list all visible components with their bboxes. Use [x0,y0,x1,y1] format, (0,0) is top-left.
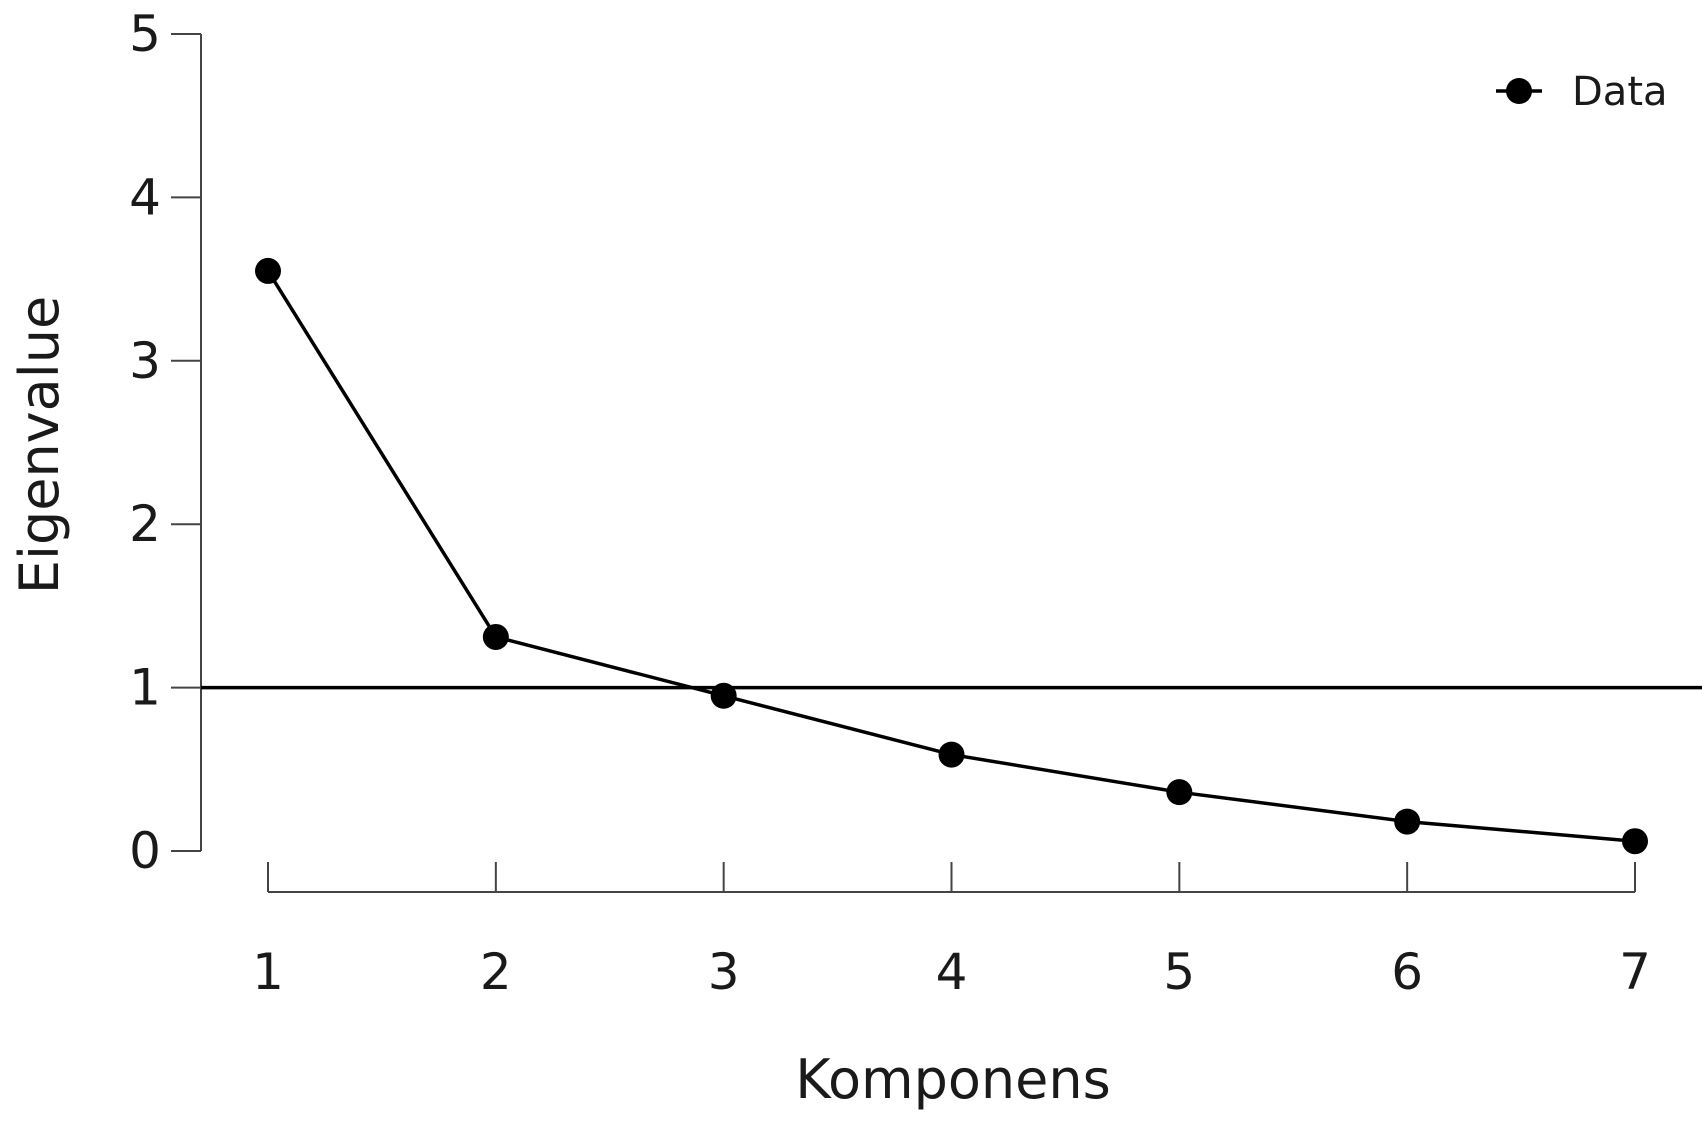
x-axis: 1 2 3 4 5 6 7 [252,862,1651,1001]
y-tick-label: 2 [129,495,161,553]
x-tick-label: 7 [1619,943,1651,1001]
legend-marker [1506,78,1532,104]
data-point [1622,828,1648,855]
data-point [1394,808,1421,835]
y-axis-title: Eigenvalue [8,296,71,594]
x-tick-label: 4 [936,943,968,1001]
x-tick-label: 3 [708,943,740,1001]
x-tick-label: 6 [1391,943,1423,1001]
data-point [255,257,281,284]
x-tick-label: 1 [252,943,284,1001]
series-data [255,257,1648,855]
data-point [482,623,509,650]
y-axis: 0 1 2 3 4 5 [129,5,202,880]
y-tick-label: 0 [129,822,161,880]
data-point [710,682,737,709]
y-tick-label: 4 [129,168,161,226]
y-tick-label: 1 [129,659,161,717]
legend: Data [1496,69,1668,115]
x-axis-title: Komponens [795,1048,1110,1111]
data-point [938,741,965,768]
x-tick-label: 2 [480,943,512,1001]
legend-label: Data [1572,69,1668,115]
x-tick-label: 5 [1163,943,1195,1001]
y-tick-label: 3 [129,332,161,390]
data-point [1166,779,1193,806]
y-tick-label: 5 [129,5,161,63]
